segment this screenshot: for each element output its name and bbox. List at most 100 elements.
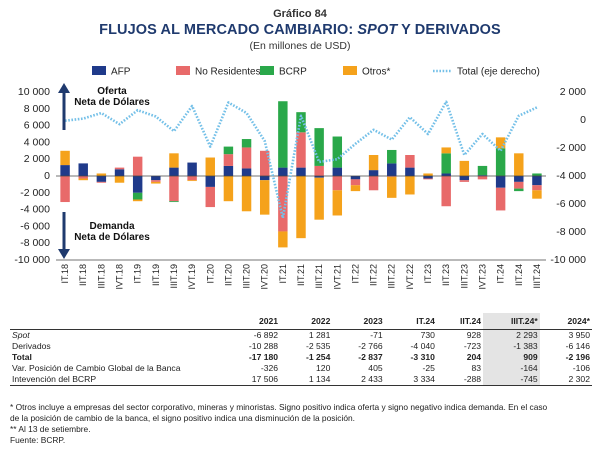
bar-segment — [405, 167, 415, 176]
table-row: Spot -6 892 1 281 -71 730 928 2 293 3 95… — [10, 329, 592, 341]
cell: -2 196 — [565, 352, 590, 362]
bar-segment — [223, 165, 234, 176]
bar-segment — [459, 160, 470, 176]
row-label: Var. Posición de Cambio Global de la Ban… — [12, 363, 181, 373]
col-header: IIIT.24* — [483, 313, 540, 330]
bar-segment — [387, 149, 397, 164]
bar-segment — [114, 176, 125, 183]
y-right-tick-label: 0 — [580, 114, 586, 126]
legend-label: Total (eje derecho) — [457, 67, 540, 78]
y-left-tick-label: 2 000 — [24, 153, 50, 165]
bar-segment — [60, 176, 70, 203]
bar-segment — [296, 132, 306, 168]
x-tick-label: IT.22 — [350, 264, 360, 284]
legend-label: AFP — [111, 67, 131, 78]
bar-segment — [532, 176, 542, 186]
cell: -723 — [463, 341, 482, 351]
bar-segment — [441, 153, 451, 174]
x-tick-label: IIIT.22 — [387, 264, 397, 289]
bar-segment — [60, 165, 70, 176]
y-right-tick-label: -6 000 — [556, 198, 586, 210]
x-tick-label: IT.24 — [496, 264, 506, 284]
cell: -17 180 — [248, 352, 279, 362]
y-left-tick-label: -10 000 — [14, 254, 50, 266]
cell: -164 — [483, 363, 540, 374]
bar-segment — [514, 188, 524, 192]
bar-segment — [132, 192, 143, 200]
bar-segment — [187, 162, 197, 176]
footnote-source: Fuente: BCRP. — [10, 435, 66, 445]
y-left-tick-label: -2 000 — [20, 187, 50, 199]
summary-table: 2021 2022 2023 IT.24 IIT.24 IIIT.24* 202… — [10, 313, 592, 386]
table-header-row: 2021 2022 2023 IT.24 IIT.24 IIIT.24* 202… — [10, 313, 592, 330]
cell: -6 892 — [253, 330, 279, 340]
y-left-tick-label: 0 — [44, 170, 50, 182]
bar-segment — [387, 176, 397, 177]
annotation-demanda: Demanda — [89, 221, 134, 232]
y-right-tick-label: 2 000 — [560, 86, 586, 98]
cell: -2 535 — [305, 341, 331, 351]
bar-segment — [332, 167, 343, 176]
legend: AFP No Residentes BCRP Otros* Total (eje der… — [92, 66, 540, 78]
bar-segment — [477, 175, 488, 176]
x-tick-label: IT.21 — [278, 264, 288, 284]
legend-swatch — [92, 66, 106, 75]
x-tick-label: IIIT.24 — [532, 264, 542, 289]
bar-segment — [78, 176, 88, 179]
y-left-tick-label: -6 000 — [20, 220, 50, 232]
bar-segment — [169, 176, 179, 202]
footnote: ** Al 13 de setiembre. — [10, 424, 91, 434]
cell: 730 — [420, 330, 435, 340]
col-header: 2022 — [280, 313, 333, 330]
bar-segment — [332, 136, 343, 168]
chart-title: FLUJOS AL MERCADO CAMBIARIO: SPOT Y DERI… — [0, 22, 600, 38]
legend-label: BCRP — [279, 67, 307, 78]
table-header-empty — [10, 313, 219, 330]
row-label: Spot — [12, 330, 30, 340]
legend-swatch — [260, 66, 274, 75]
cell: 120 — [316, 363, 331, 373]
y-right-tick-label: -10 000 — [550, 254, 586, 266]
col-header: 2024* — [539, 313, 592, 330]
flows-chart: 10 000 8 000 6 000 4 000 2 000 0 -2 000 -4 000 -… — [14, 66, 586, 290]
bar-segment — [441, 147, 451, 154]
bar-segment — [368, 155, 379, 171]
x-tick-label: IT.23 — [423, 264, 433, 284]
bar-segment — [241, 147, 252, 169]
bar-segment — [187, 176, 197, 181]
bar-segment — [205, 186, 215, 208]
bar-segment — [78, 178, 88, 181]
x-tick-label: IIT.21 — [296, 264, 306, 286]
figure-label: Gráfico 84 — [273, 8, 327, 20]
bar-segment — [350, 176, 361, 180]
bar-segment — [169, 167, 179, 176]
x-tick-label: IIIT.18 — [96, 264, 106, 289]
x-tick-label: IIT.20 — [223, 264, 233, 286]
bar-segment — [332, 190, 343, 216]
bar-segment — [332, 176, 343, 191]
x-tick-label: IIIT.21 — [314, 264, 324, 289]
bar-segment — [241, 168, 252, 176]
x-tick-label: IIT.24 — [514, 264, 524, 286]
x-tick-label: IVT.23 — [478, 264, 488, 290]
cell: 3 334 — [384, 374, 437, 386]
bar-segment — [278, 101, 288, 168]
x-tick-label: IIT.22 — [369, 264, 379, 286]
cell: -1 254 — [305, 352, 331, 362]
x-tick-label: IVT.20 — [260, 264, 270, 290]
cell: -25 — [422, 363, 435, 373]
bar-segment — [441, 173, 451, 176]
bar-segment — [387, 176, 397, 198]
bar-segment — [187, 180, 197, 182]
row-label: Total — [12, 352, 32, 362]
y-left-tick-label: 6 000 — [24, 120, 50, 132]
bar-segment — [223, 146, 234, 155]
footnotes: * Otros incluye a empresas del sector co… — [10, 402, 595, 446]
bar-segment — [296, 167, 306, 176]
bar-segment — [151, 181, 161, 184]
table-row: Var. Posición de Cambio Global de la Ban… — [10, 363, 592, 374]
y-right-tick-label: -2 000 — [556, 142, 586, 154]
chart-subtitle: (En millones de USD) — [249, 40, 351, 52]
bar-segment — [259, 180, 270, 215]
bar-segment — [350, 179, 361, 186]
